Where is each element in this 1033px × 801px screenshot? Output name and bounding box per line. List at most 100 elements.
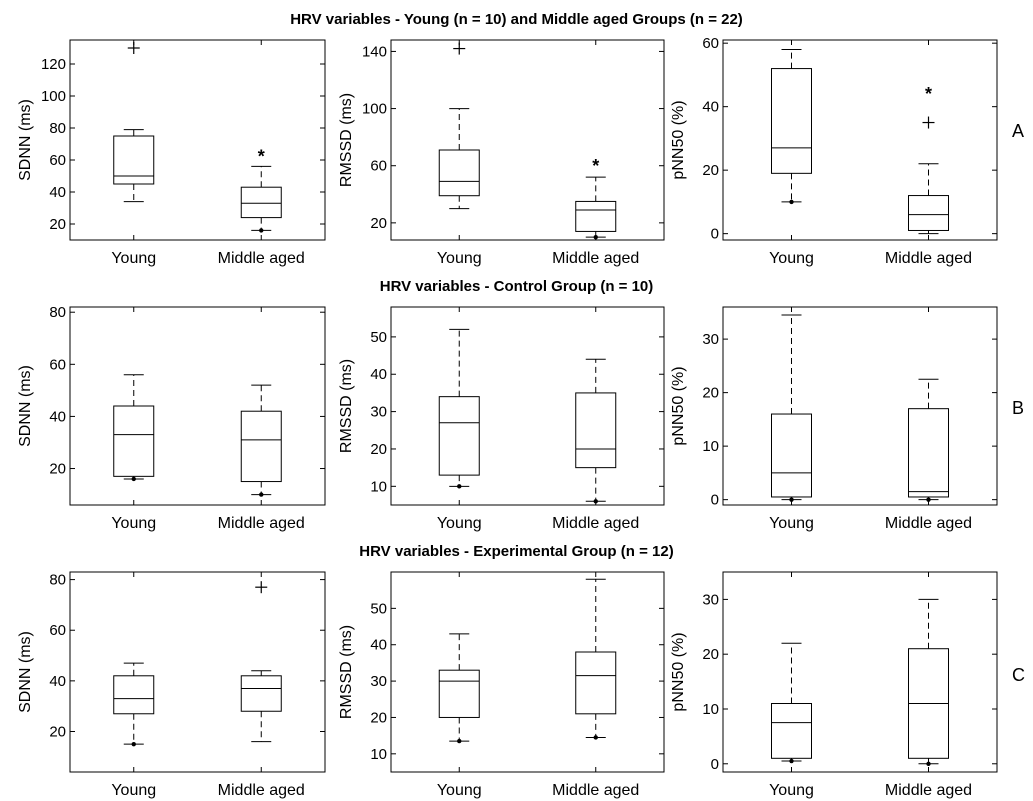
y-tick-label: 40 bbox=[49, 408, 66, 425]
row-label-c: C bbox=[1012, 665, 1025, 685]
box-middle-aged: Middle aged bbox=[885, 572, 972, 799]
plot-0-0: 20 40 60 80 100 120 SDNN (ms) Young Middle aged * bbox=[17, 39, 326, 267]
y-tick-label: 20 bbox=[702, 646, 719, 663]
min-marker bbox=[593, 234, 598, 240]
section-title-a: HRV variables - Young (n = 10) and Middl… bbox=[290, 11, 743, 28]
y-tick-label: 40 bbox=[702, 99, 719, 116]
box-young: Young bbox=[437, 572, 482, 799]
box-middle-aged: Middle aged bbox=[552, 572, 639, 799]
row-label-b: B bbox=[1012, 398, 1025, 418]
y-tick-label: 30 bbox=[702, 331, 719, 348]
section-title-b: HRV variables - Control Group (n = 10) bbox=[379, 278, 654, 295]
axes-frame bbox=[390, 39, 665, 241]
y-axis-label: pNN50 (%) bbox=[670, 100, 687, 179]
y-axis-label: RMSSD (ms) bbox=[338, 625, 355, 719]
box-young: Young bbox=[769, 307, 814, 532]
x-tick-label: Young bbox=[769, 250, 814, 267]
x-tick-label: Middle aged bbox=[552, 782, 639, 799]
y-tick-label: 20 bbox=[702, 162, 719, 179]
box-middle-aged: Middle aged * bbox=[552, 40, 639, 267]
iqr-box bbox=[113, 135, 155, 185]
iqr-box bbox=[575, 392, 617, 469]
box-young: Young bbox=[769, 40, 814, 267]
axes-frame bbox=[722, 306, 998, 506]
x-tick-label: Young bbox=[437, 782, 482, 799]
box-young: Young bbox=[111, 307, 156, 532]
iqr-box bbox=[240, 186, 282, 219]
y-tick-label: 60 bbox=[49, 152, 66, 169]
y-tick-label: 120 bbox=[41, 56, 66, 73]
min-marker bbox=[457, 484, 462, 489]
plot-2-0: 20 40 60 80 SDNN (ms) Young Middle aged bbox=[17, 571, 326, 799]
axes-frame bbox=[390, 306, 665, 506]
box-young: Young bbox=[437, 40, 482, 267]
box-middle-aged: Middle aged bbox=[552, 307, 639, 532]
y-tick-label: 100 bbox=[362, 101, 387, 118]
axes-frame bbox=[69, 39, 326, 241]
y-axis-label: SDNN (ms) bbox=[17, 99, 34, 181]
min-marker bbox=[259, 228, 264, 233]
iqr-box bbox=[438, 396, 480, 476]
y-tick-label: 40 bbox=[370, 366, 387, 383]
x-tick-label: Middle aged bbox=[552, 250, 639, 267]
plot-1-0: 20 40 60 80 SDNN (ms) Young Middle aged bbox=[17, 304, 326, 532]
y-tick-label: 50 bbox=[370, 329, 387, 346]
y-axis-label: pNN50 (%) bbox=[670, 632, 687, 711]
y-axis-label: RMSSD (ms) bbox=[338, 93, 355, 187]
y-tick-label: 10 bbox=[702, 701, 719, 718]
x-tick-label: Young bbox=[111, 515, 156, 532]
significance-star: * bbox=[592, 156, 599, 176]
iqr-box bbox=[771, 413, 812, 498]
min-marker bbox=[131, 741, 136, 747]
min-marker bbox=[789, 199, 794, 205]
iqr-box bbox=[771, 703, 812, 759]
y-tick-label: 20 bbox=[370, 709, 387, 726]
axes-frame bbox=[69, 571, 326, 773]
y-tick-label: 30 bbox=[370, 404, 387, 421]
y-tick-label: 20 bbox=[370, 215, 387, 232]
iqr-box bbox=[240, 675, 282, 712]
iqr-box bbox=[438, 149, 480, 197]
y-axis-label: RMSSD (ms) bbox=[338, 359, 355, 453]
y-tick-label: 0 bbox=[711, 226, 719, 243]
y-tick-label: 20 bbox=[49, 216, 66, 233]
y-tick-label: 40 bbox=[370, 637, 387, 654]
box-middle-aged: Middle aged bbox=[218, 307, 305, 532]
iqr-box bbox=[771, 68, 812, 174]
x-tick-label: Middle aged bbox=[552, 515, 639, 532]
x-tick-label: Young bbox=[437, 515, 482, 532]
iqr-box bbox=[438, 669, 480, 718]
y-tick-label: 50 bbox=[370, 600, 387, 617]
plot-1-1: 10 20 30 40 50 RMSSD (ms) Young Middle aged bbox=[338, 306, 665, 532]
significance-star: * bbox=[925, 84, 932, 104]
y-tick-label: 40 bbox=[49, 184, 66, 201]
y-tick-label: 10 bbox=[370, 746, 387, 763]
axes-frame bbox=[390, 571, 665, 773]
plot-2-1: 10 20 30 40 50 RMSSD (ms) Young Middle aged bbox=[338, 571, 665, 799]
min-marker bbox=[593, 735, 598, 740]
section-title-c: HRV variables - Experimental Group (n = … bbox=[359, 543, 674, 560]
iqr-box bbox=[113, 405, 155, 477]
y-tick-label: 60 bbox=[370, 158, 387, 175]
x-tick-label: Middle aged bbox=[218, 782, 305, 799]
min-marker bbox=[593, 499, 598, 504]
y-tick-label: 80 bbox=[49, 120, 66, 137]
x-tick-label: Young bbox=[769, 782, 814, 799]
plot-1-2: 0 10 20 30 pNN50 (%) Young Middle aged bbox=[670, 306, 998, 532]
y-tick-label: 80 bbox=[49, 572, 66, 589]
box-middle-aged: Middle aged bbox=[885, 307, 972, 532]
y-tick-label: 0 bbox=[711, 756, 719, 773]
y-tick-label: 40 bbox=[49, 673, 66, 690]
y-axis-label: SDNN (ms) bbox=[17, 365, 34, 447]
y-tick-label: 20 bbox=[49, 461, 66, 478]
y-tick-label: 20 bbox=[49, 723, 66, 740]
x-tick-label: Young bbox=[437, 250, 482, 267]
x-tick-label: Young bbox=[769, 515, 814, 532]
y-tick-label: 10 bbox=[370, 478, 387, 495]
y-tick-label: 140 bbox=[362, 43, 387, 60]
box-young: Young bbox=[769, 572, 814, 799]
significance-star: * bbox=[258, 147, 265, 167]
y-tick-label: 80 bbox=[49, 304, 66, 321]
